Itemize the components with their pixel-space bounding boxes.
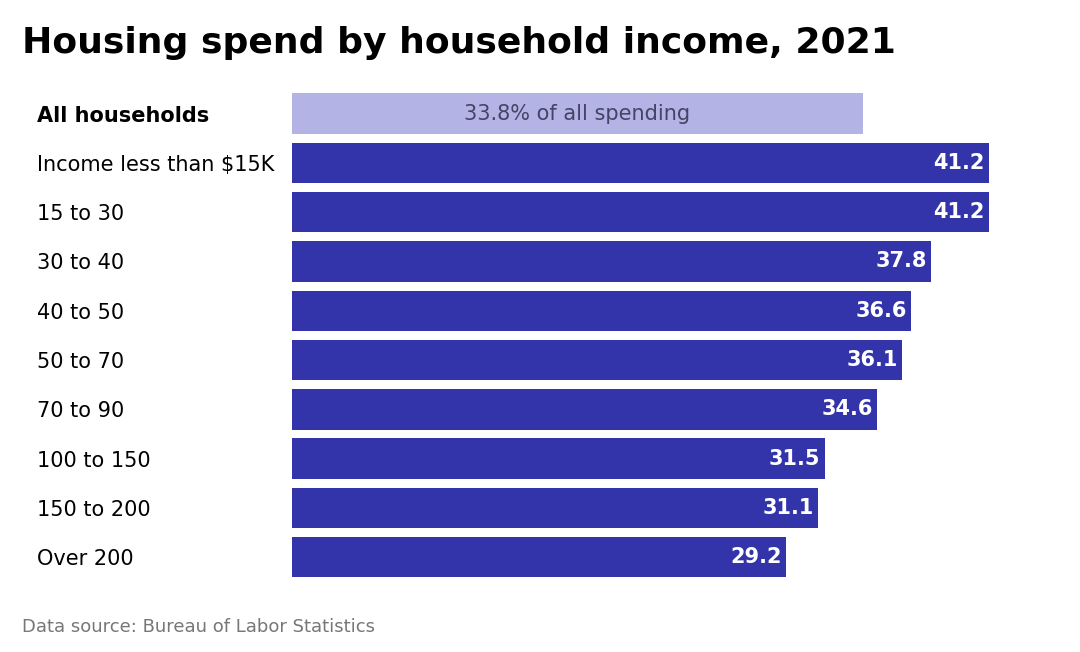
Text: 37.8: 37.8 [876,252,927,271]
Text: 33.8% of all spending: 33.8% of all spending [464,104,690,123]
Text: Data source: Bureau of Labor Statistics: Data source: Bureau of Labor Statistics [22,619,375,636]
Bar [292,241,931,282]
Bar [292,537,785,578]
Bar [292,389,877,430]
Text: 29.2: 29.2 [730,547,782,567]
Text: 36.6: 36.6 [855,301,906,321]
Bar [292,143,988,183]
Bar [292,192,988,232]
Text: 41.2: 41.2 [933,153,985,173]
Text: 31.1: 31.1 [762,498,813,518]
Text: 34.6: 34.6 [822,399,873,419]
Bar [292,488,818,528]
Bar [292,438,825,479]
Bar [292,340,903,380]
Bar [292,93,864,134]
Text: 36.1: 36.1 [847,350,899,370]
Text: 31.5: 31.5 [769,449,821,469]
Text: Housing spend by household income, 2021: Housing spend by household income, 2021 [22,26,895,60]
Bar [292,291,910,331]
Text: 41.2: 41.2 [933,202,985,222]
